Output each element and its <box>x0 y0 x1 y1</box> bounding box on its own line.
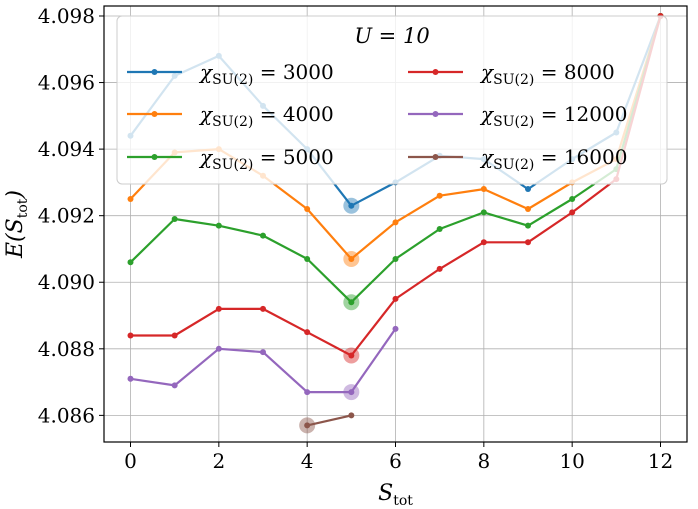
data-point <box>525 239 531 246</box>
series-group <box>127 325 399 401</box>
y-tick-label: 4.096 <box>38 71 95 95</box>
data-point <box>348 299 355 306</box>
data-point <box>348 352 355 359</box>
legend-swatch-marker <box>151 154 158 160</box>
data-point <box>525 206 531 213</box>
data-point <box>304 422 311 429</box>
legend-entry-label: χSU(2) = 12000 <box>479 102 627 130</box>
data-point <box>171 332 178 339</box>
data-point <box>436 265 443 272</box>
data-point <box>436 225 443 232</box>
y-tick-label: 4.094 <box>38 137 95 161</box>
series-line <box>306 414 352 427</box>
data-point <box>348 412 355 419</box>
highlight-marker <box>343 384 360 401</box>
data-point <box>348 202 355 209</box>
axis-ticks: 0 2 4 6 8 10 12 4.086 4.088 4.090 4.092 4.094 4.096 4… <box>38 4 673 473</box>
data-point <box>569 209 576 216</box>
data-point <box>260 349 266 356</box>
x-tick-label: 12 <box>648 449 673 473</box>
data-point <box>480 209 487 216</box>
legend-swatch-marker <box>151 111 158 117</box>
legend-swatch-marker <box>432 111 439 117</box>
data-point <box>127 259 134 266</box>
legend-swatch-marker <box>151 69 158 75</box>
data-point <box>171 382 178 389</box>
data-point <box>127 196 134 203</box>
data-point <box>215 345 222 352</box>
x-tick-label: 6 <box>389 449 402 473</box>
legend-title: U = 10 <box>354 24 429 48</box>
data-point <box>480 186 487 193</box>
data-point <box>392 255 399 262</box>
data-point <box>392 325 399 332</box>
data-point <box>392 295 399 302</box>
data-point <box>215 305 222 312</box>
legend-entry-label: χSU(2) = 4000 <box>198 102 334 130</box>
y-tick-label: 4.098 <box>38 4 95 28</box>
x-tick-label: 8 <box>477 449 490 473</box>
legend-swatch-marker <box>432 69 439 75</box>
y-tick-label: 4.086 <box>38 403 95 427</box>
x-tick-label: 4 <box>301 449 314 473</box>
y-tick-label: 4.090 <box>38 270 95 294</box>
legend-entry-label: χSU(2) = 8000 <box>479 60 615 88</box>
data-point <box>304 255 311 262</box>
data-point <box>569 196 576 203</box>
data-point <box>260 232 266 239</box>
x-tick-label: 10 <box>559 449 584 473</box>
highlight-marker <box>343 250 360 267</box>
data-point <box>304 389 311 396</box>
highlight-marker <box>343 197 360 214</box>
data-point <box>127 375 134 382</box>
highlight-marker <box>343 347 360 364</box>
data-point <box>304 206 311 213</box>
legend: U = 10 χSU(2) = 3000 χSU(2) = 4000 χSU(2) =… <box>116 15 668 185</box>
data-point <box>392 219 399 226</box>
series-group <box>299 412 355 434</box>
legend-entry-label: χSU(2) = 16000 <box>479 145 627 173</box>
legend-entry-label: χSU(2) = 3000 <box>198 60 334 88</box>
data-point <box>525 186 531 193</box>
legend-swatch-marker <box>432 154 439 160</box>
data-point <box>348 255 355 262</box>
data-point <box>436 192 443 199</box>
x-tick-label: 0 <box>124 449 137 473</box>
data-point <box>525 222 531 229</box>
data-point <box>171 216 178 223</box>
highlight-marker <box>299 417 316 434</box>
legend-box <box>116 15 668 185</box>
data-point <box>215 222 222 229</box>
y-axis-label: E(Stot) <box>3 190 31 259</box>
legend-entry-label: χSU(2) = 5000 <box>198 145 334 173</box>
data-point <box>348 389 355 396</box>
x-tick-label: 2 <box>212 449 225 473</box>
highlight-marker <box>343 294 360 311</box>
y-tick-label: 4.088 <box>38 337 95 361</box>
x-axis-label: Stot <box>378 481 413 509</box>
data-point <box>304 329 311 336</box>
data-point <box>260 305 266 312</box>
data-point <box>480 239 487 246</box>
data-point <box>127 332 134 339</box>
y-tick-label: 4.092 <box>38 204 95 228</box>
